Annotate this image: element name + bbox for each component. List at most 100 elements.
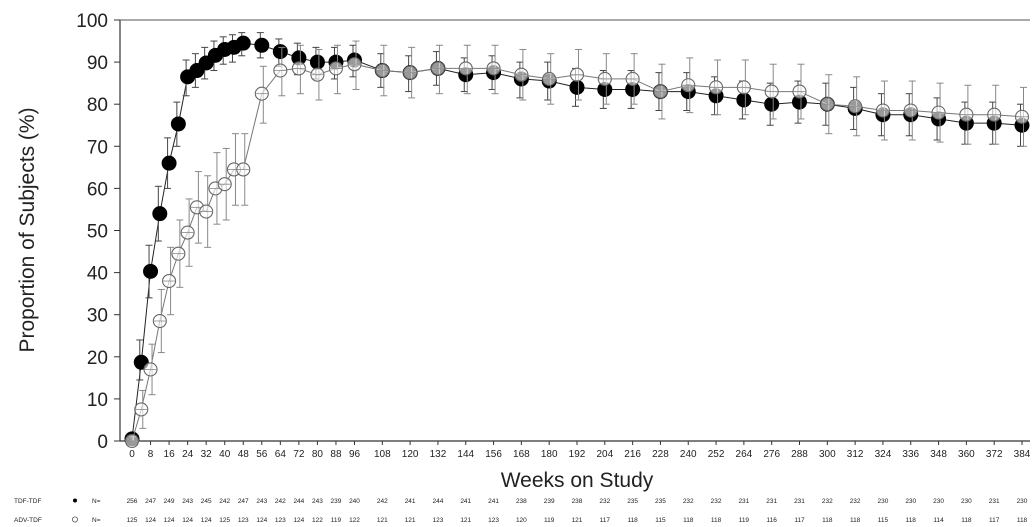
y-ticks: 0 10 20 30 40 50 60 70 80 90 100	[76, 11, 120, 453]
x-tick-label: 8	[148, 449, 154, 460]
x-tick-label: 0	[129, 449, 135, 460]
x-tick-label: 384	[1014, 449, 1031, 460]
n-at-risk-count: 122	[312, 517, 323, 524]
y-tick-label: 70	[87, 137, 108, 158]
x-tick-label: 336	[902, 449, 919, 460]
data-point-filled	[161, 155, 177, 171]
data-point-filled	[309, 54, 325, 70]
x-tick-label: 372	[986, 449, 1003, 460]
series-line	[131, 42, 1023, 439]
x-tick-label: 80	[312, 449, 324, 460]
n-at-risk-count: 124	[182, 517, 193, 524]
n-at-risk-count: 249	[164, 498, 175, 505]
n-at-risk-count: 232	[822, 498, 833, 505]
x-tick-label: 204	[596, 449, 613, 460]
x-tick-label: 348	[930, 449, 947, 460]
n-at-risk-count: 247	[145, 498, 156, 505]
n-at-risk-count: 242	[219, 498, 230, 505]
n-at-risk-count: 231	[766, 498, 777, 505]
n-at-risk-count: 124	[201, 517, 212, 524]
x-tick-label: 16	[164, 449, 176, 460]
x-axis-title: Weeks on Study	[501, 469, 654, 492]
x-tick-label: 192	[569, 449, 586, 460]
y-tick-label: 100	[76, 11, 108, 32]
n-at-risk-count: 241	[405, 498, 416, 505]
n-at-risk-count: 235	[627, 498, 638, 505]
n-at-risk-count: 117	[989, 517, 1000, 524]
x-tick-label: 88	[330, 449, 342, 460]
y-tick-label: 50	[87, 222, 108, 243]
x-tick-label: 300	[819, 449, 836, 460]
n-at-risk-count: 231	[989, 498, 1000, 505]
x-tick-label: 64	[275, 449, 287, 460]
n-at-risk-count: 121	[572, 517, 583, 524]
x-tick-label: 252	[708, 449, 725, 460]
x-tick-label: 108	[374, 449, 391, 460]
n-at-risk-count: 123	[238, 517, 249, 524]
y-tick-label: 60	[87, 179, 108, 200]
n-at-risk-count: 242	[275, 498, 286, 505]
y-tick-label: 20	[87, 348, 108, 369]
n-at-risk-count: 123	[433, 517, 444, 524]
n-at-risk-count: 119	[331, 517, 342, 524]
n-at-risk-count: 115	[878, 517, 889, 524]
n-at-risk-count: 119	[739, 517, 750, 524]
n-at-risk-count: 118	[850, 517, 861, 524]
data-point-filled	[764, 96, 780, 112]
y-tick-label: 90	[87, 53, 108, 74]
n-at-risk-count: 232	[850, 498, 861, 505]
data-point-filled	[143, 263, 159, 279]
n-at-risk-count: 118	[683, 517, 694, 524]
x-tick-label: 48	[238, 449, 250, 460]
n-at-risk-count: 247	[238, 498, 249, 505]
n-at-risk-count: 230	[878, 498, 889, 505]
n-at-risk-prefix: N=	[92, 517, 101, 524]
data-point-filled	[272, 44, 288, 60]
x-tick-label: 156	[485, 449, 502, 460]
n-at-risk-count: 238	[516, 498, 527, 505]
n-at-risk-count: 242	[377, 498, 388, 505]
n-at-risk-row-label: ADV-TDF	[14, 517, 42, 524]
x-tick-label: 96	[349, 449, 361, 460]
x-tick-label: 312	[847, 449, 864, 460]
n-at-risk-count: 117	[600, 517, 611, 524]
n-at-risk-count: 244	[293, 498, 304, 505]
x-tick-label: 276	[763, 449, 780, 460]
x-tick-label: 24	[182, 449, 194, 460]
n-at-risk-count: 124	[293, 517, 304, 524]
x-tick-label: 168	[513, 449, 530, 460]
x-tick-label: 40	[219, 449, 231, 460]
n-at-risk-count: 118	[822, 517, 833, 524]
n-at-risk-table: TDF-TDF N= 256 247 249 243 245 242 247 243 242 244 2…	[14, 498, 1028, 524]
n-at-risk-count: 123	[275, 517, 286, 524]
series-adv-tdf	[124, 40, 1030, 449]
n-at-risk-count: 118	[961, 517, 972, 524]
n-at-risk-count: 121	[405, 517, 416, 524]
series-line	[131, 63, 1023, 442]
n-at-risk-count: 118	[1017, 517, 1028, 524]
n-at-risk-count: 117	[794, 517, 805, 524]
x-tick-label: 120	[402, 449, 419, 460]
n-at-risk-count: 235	[655, 498, 666, 505]
n-at-risk-count: 118	[711, 517, 722, 524]
n-at-risk-count: 123	[488, 517, 499, 524]
x-tick-label: 72	[293, 449, 305, 460]
n-at-risk-count: 118	[906, 517, 917, 524]
y-tick-label: 40	[87, 264, 108, 285]
n-at-risk-count: 125	[127, 517, 138, 524]
x-tick-label: 288	[791, 449, 808, 460]
n-at-risk-count: 232	[711, 498, 722, 505]
x-tick-label: 180	[541, 449, 558, 460]
n-at-risk-count: 124	[145, 517, 156, 524]
x-tick-label: 360	[958, 449, 975, 460]
n-at-risk-count: 230	[1017, 498, 1028, 505]
n-at-risk-prefix: N=	[92, 498, 101, 505]
n-at-risk-count: 116	[767, 517, 778, 524]
n-at-risk-count: 232	[683, 498, 694, 505]
data-point-filled	[152, 206, 168, 222]
x-tick-label: 228	[652, 449, 669, 460]
legend-marker-open	[72, 516, 79, 523]
n-at-risk-count: 124	[164, 517, 175, 524]
n-at-risk-count: 122	[349, 517, 360, 524]
